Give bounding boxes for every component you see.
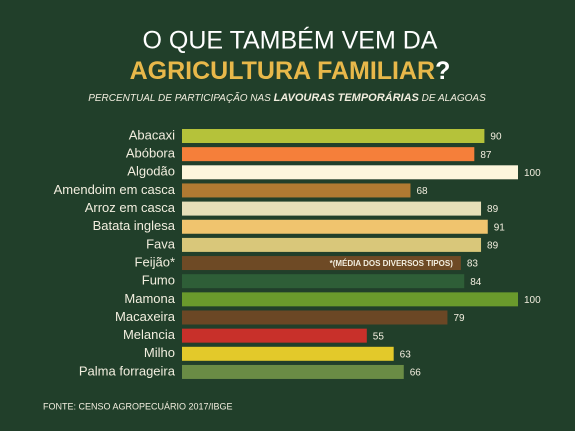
value-label: 79 (453, 313, 465, 324)
value-label: 89 (487, 241, 499, 252)
category-label: Palma forrageira (79, 363, 176, 378)
value-label: 55 (373, 331, 385, 342)
bar (182, 219, 488, 234)
value-label: 63 (400, 349, 412, 360)
category-label: Batata inglesa (93, 218, 176, 233)
category-label: Fava (146, 236, 176, 251)
value-label: 91 (494, 222, 506, 233)
source: FONTE: CENSO AGROPECUÁRIO 2017/IBGE (43, 401, 233, 411)
bar-chart: Abacaxi 90 Abóbora 87 Algodão 100 Amendoim em … (54, 127, 541, 379)
value-label: 90 (490, 132, 502, 143)
title-highlight: AGRICULTURA FAMILIAR (130, 57, 436, 85)
category-label: Melancia (123, 327, 176, 342)
bar (182, 147, 475, 162)
category-label: Abacaxi (129, 127, 175, 142)
subtitle-highlight: LAVOURAS TEMPORÁRIAS (274, 91, 420, 104)
category-label: Milho (144, 345, 175, 360)
bar (182, 201, 482, 216)
bar (182, 183, 411, 198)
category-label: Abóbora (126, 146, 176, 161)
category-label: Mamona (124, 291, 175, 306)
category-label: Macaxeira (115, 309, 176, 324)
subtitle: PERCENTUAL DE PARTICIPAÇÃO NAS LAVOURAS … (88, 91, 486, 104)
title-line2: AGRICULTURA FAMILIAR? (130, 57, 451, 85)
bar (182, 274, 465, 289)
category-label: Amendoim em casca (54, 182, 176, 197)
category-label: Feijão* (135, 254, 175, 269)
bar (182, 328, 367, 343)
value-label: 84 (470, 277, 482, 288)
bar (182, 256, 461, 271)
subtitle-start: PERCENTUAL DE PARTICIPAÇÃO NAS (88, 91, 273, 104)
bar (182, 237, 482, 252)
value-label: 100 (524, 295, 541, 306)
bar (182, 310, 448, 325)
category-label: Arroz em casca (85, 200, 176, 215)
bar (182, 165, 518, 180)
title-end: ? (435, 57, 450, 85)
category-label: Algodão (127, 164, 175, 179)
bar (182, 129, 485, 143)
subtitle-end: DE ALAGOAS (419, 93, 486, 104)
value-label: 100 (524, 168, 541, 179)
value-label: 66 (410, 368, 422, 379)
value-label: 89 (487, 204, 499, 215)
value-label: 68 (416, 186, 428, 197)
value-label: 87 (480, 150, 492, 161)
value-label: 83 (467, 259, 479, 270)
bar (182, 292, 518, 307)
bar (182, 346, 394, 361)
bar (182, 364, 404, 379)
category-label: Fumo (142, 273, 175, 288)
title-line1: O QUE TAMBÉM VEM DA (143, 26, 438, 55)
annotation: *(MÉDIA DOS DIVERSOS TIPOS) (330, 259, 454, 268)
